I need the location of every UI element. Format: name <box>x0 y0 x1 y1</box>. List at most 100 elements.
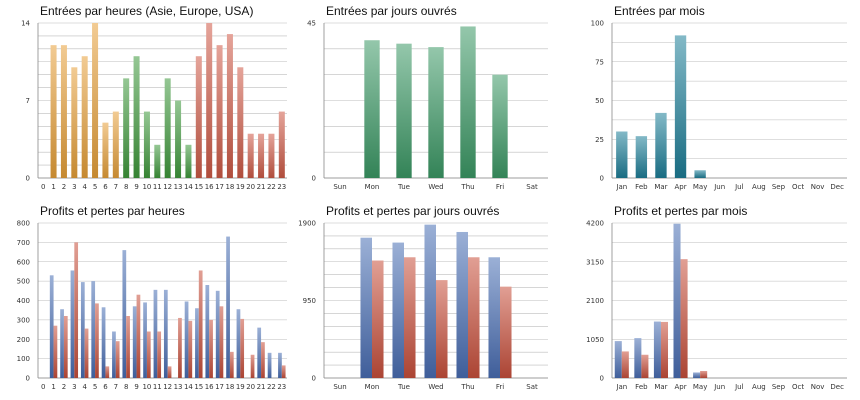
bar <box>195 308 199 378</box>
bar <box>364 40 380 178</box>
x-tick-label: 12 <box>163 183 172 191</box>
bar <box>424 224 436 378</box>
x-tick-label: Apr <box>674 383 686 391</box>
y-tick-label: 0 <box>600 175 604 183</box>
bar <box>102 122 109 178</box>
x-tick-label: Thu <box>460 383 474 391</box>
x-tick-label: Jul <box>734 383 744 391</box>
chart-title: Entrées par mois <box>614 4 705 18</box>
bar <box>229 351 234 378</box>
bar <box>60 45 67 179</box>
x-tick-label: 4 <box>82 183 87 191</box>
bar <box>372 260 384 378</box>
bar <box>188 320 193 378</box>
bar <box>700 370 708 378</box>
x-tick-label: 9 <box>134 183 138 191</box>
chart-title: Profits et pertes par heures <box>40 204 185 218</box>
x-tick-label: Feb <box>635 183 648 191</box>
y-tick-label: 700 <box>17 239 30 247</box>
bar <box>184 301 189 378</box>
x-tick-label: Wed <box>428 383 443 391</box>
bar <box>488 257 500 378</box>
x-tick-label: 2 <box>62 183 66 191</box>
bar <box>635 136 648 178</box>
y-tick-label: 2100 <box>586 297 604 305</box>
panel-entries-months: Entrées par mois 0 25 50 75 100 Jan Feb Mar Apr M… <box>584 4 850 200</box>
bar <box>126 316 130 378</box>
x-tick-label: 13 <box>174 183 183 191</box>
x-tick-label: 8 <box>124 183 128 191</box>
x-tick-label: 0 <box>41 383 45 391</box>
x-tick-label: 11 <box>153 383 162 391</box>
bar <box>468 257 480 378</box>
y-tick-label: 45 <box>307 20 316 28</box>
y-tick-label: 950 <box>303 297 316 305</box>
y-tick-label: 0 <box>312 175 316 183</box>
y-tick-label: 600 <box>17 258 30 266</box>
x-tick-label: Wed <box>428 183 443 191</box>
bar <box>281 365 286 378</box>
x-tick-label: 19 <box>236 183 245 191</box>
x-tick-label: Sep <box>772 383 786 391</box>
y-tick-label: 100 <box>17 355 30 363</box>
bar <box>460 26 476 179</box>
x-tick-label: Nov <box>811 183 825 191</box>
x-tick-label: Tue <box>397 183 410 191</box>
bar <box>49 275 54 378</box>
chart-title: Entrées par jours ouvrés <box>326 4 457 18</box>
bar <box>154 144 161 178</box>
y-tick-label: 300 <box>17 316 30 324</box>
chart-pl-weekdays: 0 950 1900 Sun Mon Tue Wed Thu Fri Sat <box>298 220 548 391</box>
x-tick-label: 10 <box>142 383 151 391</box>
bar <box>157 331 162 378</box>
x-tick-label: 10 <box>142 183 151 191</box>
x-tick-label: 2 <box>62 383 66 391</box>
bar <box>146 331 151 378</box>
x-tick-label: 17 <box>215 183 224 191</box>
x-tick-label: 3 <box>72 183 76 191</box>
bar <box>404 257 416 378</box>
bar <box>614 341 622 378</box>
bar <box>226 236 230 378</box>
y-tick-label: 1900 <box>298 220 316 228</box>
y-tick-label: 0 <box>600 375 604 383</box>
x-tick-label: Jun <box>713 183 725 191</box>
x-tick-label: Mon <box>365 383 380 391</box>
bar <box>258 133 265 178</box>
bar <box>91 281 96 378</box>
x-tick-label: 6 <box>103 183 108 191</box>
y-tick-label: 0 <box>312 375 316 383</box>
bar <box>247 133 254 178</box>
bar <box>136 294 141 378</box>
x-tick-label: Oct <box>792 183 804 191</box>
bar <box>133 56 140 178</box>
y-tick-label: 200 <box>17 336 30 344</box>
x-tick-label: Sep <box>772 183 786 191</box>
x-tick-label: 5 <box>93 383 97 391</box>
bar <box>143 302 147 378</box>
bar <box>693 372 701 378</box>
bar <box>680 259 688 378</box>
x-tick-label: 17 <box>215 383 224 391</box>
x-tick-label: Dec <box>830 183 844 191</box>
bar <box>436 280 448 378</box>
bar <box>195 56 202 178</box>
bar <box>396 43 412 178</box>
bar <box>634 338 642 378</box>
x-tick-label: 14 <box>184 383 193 391</box>
bar <box>81 56 88 178</box>
y-tick-label: 500 <box>17 278 30 286</box>
x-tick-label: Apr <box>674 183 686 191</box>
bar <box>80 282 85 378</box>
x-tick-label: 23 <box>277 183 286 191</box>
bar <box>205 285 210 378</box>
chart-entries-weekdays: 0 45 Sun Mon Tue Wed Thu Fri Sat <box>307 20 548 191</box>
panel-pl-weekdays: Profits et pertes par jours ouvrés 0 950 1… <box>296 204 551 400</box>
bar <box>219 306 224 378</box>
x-tick-label: 13 <box>174 383 183 391</box>
x-tick-label: Sat <box>526 183 538 191</box>
bar <box>267 352 272 378</box>
bar <box>63 316 68 378</box>
